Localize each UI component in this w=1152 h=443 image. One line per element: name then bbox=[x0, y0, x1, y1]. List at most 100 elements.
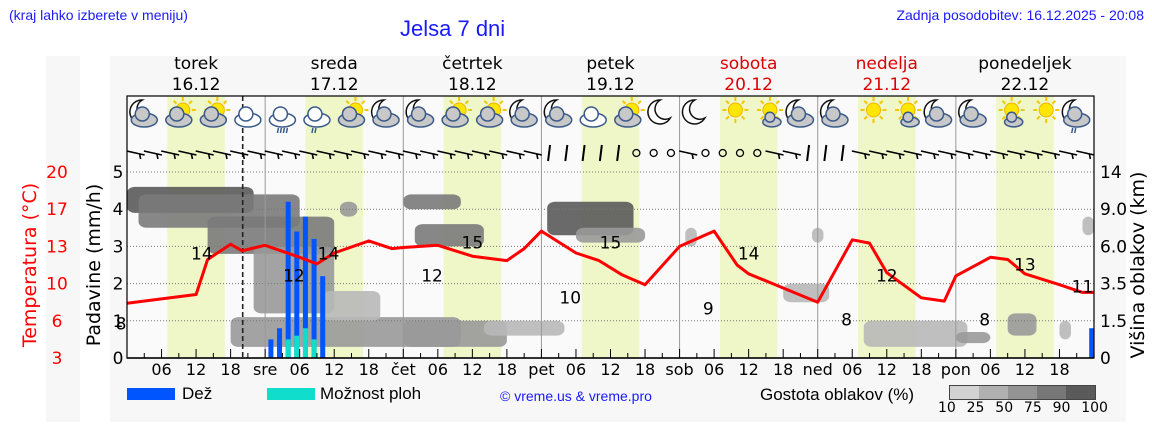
cloud-density-legend-label: Gostota oblakov (%) bbox=[760, 385, 915, 404]
temp-label: 8 bbox=[841, 310, 852, 330]
wind-barb-icon bbox=[437, 150, 456, 156]
wind-barb-icon bbox=[126, 150, 145, 156]
sun-small-cloud-icon bbox=[998, 97, 1025, 128]
temp-label: 12 bbox=[876, 267, 898, 287]
wind-barb-icon bbox=[1024, 150, 1043, 156]
cloud-blob bbox=[403, 320, 507, 347]
density-tick: 75 bbox=[1023, 400, 1042, 416]
moon-icon bbox=[647, 99, 673, 125]
sun-cloud-icon bbox=[475, 97, 507, 128]
moon-cloud-icon bbox=[370, 99, 400, 128]
wind-barb-icon bbox=[1076, 150, 1095, 156]
cloud-density-scale bbox=[949, 385, 1096, 400]
density-tick: 90 bbox=[1052, 400, 1071, 416]
precip-tick: 3 bbox=[113, 237, 124, 257]
sun-icon bbox=[1033, 97, 1060, 123]
wind-barb-icon bbox=[765, 150, 784, 156]
sun-small-cloud-icon bbox=[756, 97, 783, 128]
precip-bar bbox=[302, 328, 308, 358]
density-swatch bbox=[950, 386, 979, 399]
density-tick: 10 bbox=[938, 400, 956, 416]
moon-cloud-icon bbox=[129, 99, 159, 128]
cloud-blob bbox=[414, 224, 484, 247]
day-name: sobota bbox=[720, 54, 778, 74]
x-tick-label: 12 bbox=[186, 360, 206, 379]
sun-cloud-icon bbox=[199, 97, 231, 128]
x-tick-label: 18 bbox=[911, 360, 931, 379]
wind-barb-icon bbox=[281, 150, 301, 156]
wind-barb-icon bbox=[523, 150, 542, 156]
x-tick-label: 06 bbox=[704, 360, 724, 379]
wind-barb-icon bbox=[333, 150, 353, 156]
density-tick: 50 bbox=[995, 400, 1014, 416]
location-hint-link[interactable]: (kraj lahko izberete v meniju) bbox=[9, 7, 188, 23]
cloud-blob bbox=[483, 320, 565, 336]
moon-cloud-icon bbox=[509, 99, 538, 128]
copyright-link[interactable]: © vreme.us & vreme.pro bbox=[500, 388, 652, 404]
cloud-height-tick: 3.5 bbox=[1100, 275, 1127, 295]
x-tick-label: pon bbox=[941, 360, 971, 379]
cloud-icon bbox=[579, 106, 607, 128]
temp-label: 13 bbox=[1014, 256, 1036, 276]
x-tick-label: pet bbox=[528, 360, 554, 379]
precip-bar bbox=[311, 339, 317, 358]
axes: 06 12 18 sre 06 12 18 čet 06 12 18 pet 06 12 18 sob 06 12… bbox=[19, 95, 1149, 379]
rain-legend-swatch bbox=[127, 388, 175, 400]
precip-bar bbox=[277, 328, 283, 358]
wind-barb-icon bbox=[316, 150, 335, 156]
density-swatch bbox=[1066, 386, 1095, 399]
wind-barb-icon bbox=[385, 150, 404, 156]
precip-bar bbox=[294, 231, 300, 358]
wind-barb-icon bbox=[1041, 150, 1061, 156]
moon-cloud-icon bbox=[543, 99, 573, 128]
x-tick-label: 18 bbox=[635, 360, 655, 379]
x-tick-label: 12 bbox=[600, 360, 620, 379]
wind-barbs-row bbox=[126, 144, 1095, 162]
wind-barb-icon bbox=[230, 150, 249, 156]
temp-label: 12 bbox=[421, 267, 443, 287]
wind-barb-icon bbox=[402, 150, 422, 156]
temp-label: 8 bbox=[116, 314, 127, 334]
sun-cloud-icon bbox=[614, 97, 645, 128]
x-tick-label: 06 bbox=[289, 360, 309, 379]
moon-cloud-icon bbox=[405, 99, 435, 128]
cloud-height-tick: 14 bbox=[1100, 163, 1122, 183]
day-name: nedelja bbox=[856, 54, 918, 74]
cloud-blob bbox=[207, 216, 335, 254]
precip-tick: 1 bbox=[113, 312, 124, 332]
temp-label: 9 bbox=[703, 299, 714, 319]
day-date: 16.12 bbox=[172, 75, 221, 95]
day-name: torek bbox=[174, 54, 218, 74]
x-tick-label: 06 bbox=[566, 360, 586, 379]
last-update: Zadnja posodobitev: 16.12.2025 - 20:08 bbox=[896, 7, 1144, 23]
wind-barb-icon bbox=[350, 150, 370, 156]
wind-barb-icon bbox=[598, 144, 603, 162]
moon-cloud-icon bbox=[819, 99, 849, 128]
cloud-blob bbox=[322, 291, 381, 321]
sun-cloud-icon bbox=[337, 97, 369, 128]
weather-icons-row bbox=[129, 97, 1091, 134]
cloud-height-tick: 1.5 bbox=[1100, 312, 1127, 332]
day-date: 18.12 bbox=[448, 75, 497, 95]
wind-barb-icon bbox=[212, 150, 232, 156]
precip-bar bbox=[311, 238, 317, 358]
precip-tick: 4 bbox=[113, 200, 124, 220]
wind-barb-icon bbox=[868, 150, 888, 156]
cloud-blob bbox=[547, 201, 634, 236]
x-tick-label: 12 bbox=[462, 360, 482, 379]
moon-cloud-icon bbox=[923, 99, 953, 128]
x-tick-label: 12 bbox=[1015, 360, 1035, 379]
wind-barb-icon bbox=[247, 150, 266, 156]
temp-label: 11 bbox=[1072, 277, 1094, 297]
temp-tick: 13 bbox=[46, 237, 68, 257]
wind-barb-icon bbox=[454, 150, 473, 156]
wind-barb-icon bbox=[160, 150, 180, 156]
cloud-density-ticks: 10 25 50 75 90 100 bbox=[938, 400, 1108, 416]
day-name: petek bbox=[586, 54, 634, 74]
precipitation-bars bbox=[268, 201, 1095, 358]
wind-barb-icon bbox=[955, 150, 974, 156]
temp-tick: 10 bbox=[46, 275, 68, 295]
calm-wind-icon bbox=[649, 148, 658, 158]
cloud-blob bbox=[1007, 313, 1037, 336]
